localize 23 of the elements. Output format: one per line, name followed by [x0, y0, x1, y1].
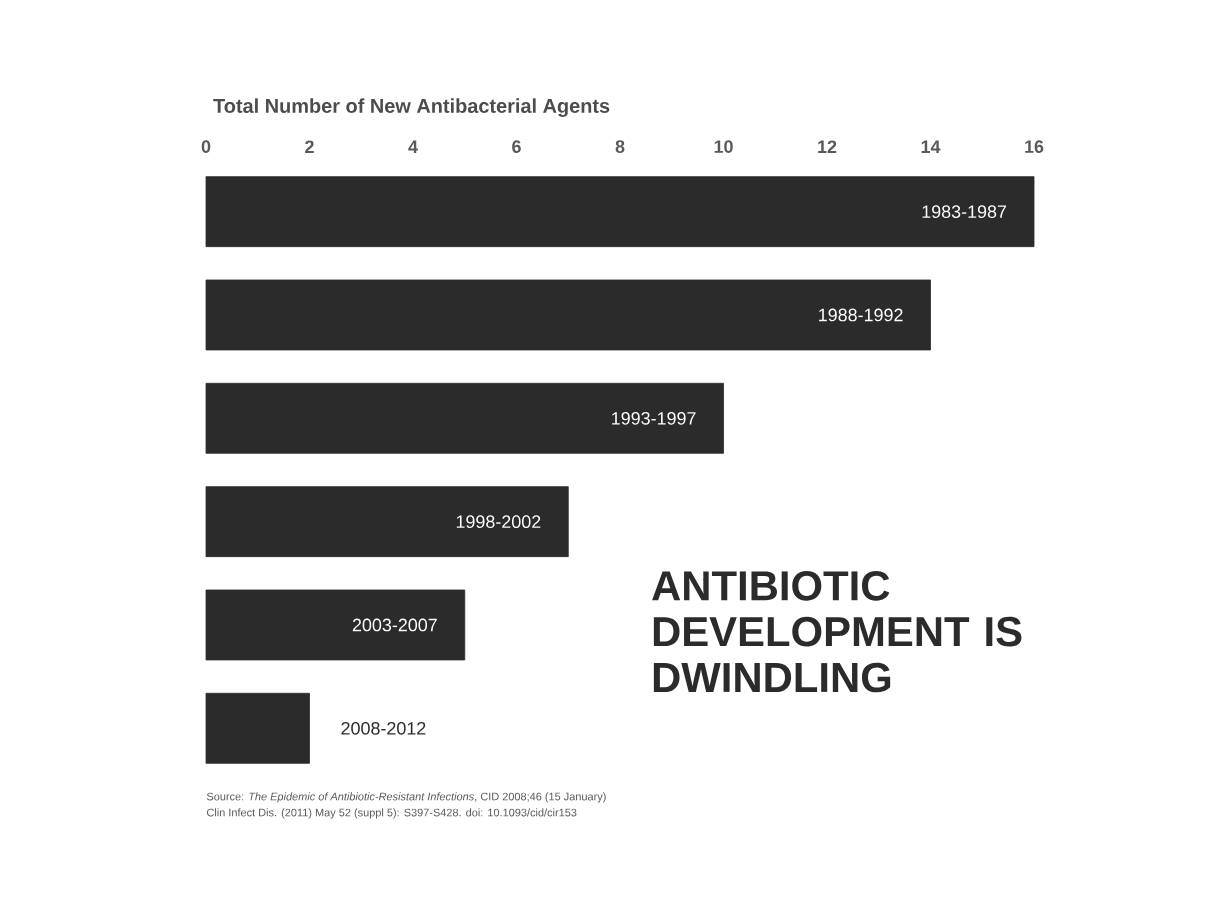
y-tick-label: 1988-1992 [819, 308, 903, 322]
bar [205, 692, 310, 764]
x-tick-label: 6 [512, 140, 521, 153]
chart-title: Total Number of New Antibacterial Agents [213, 98, 610, 117]
x-tick-label: 14 [921, 140, 941, 153]
y-tick-label: 1993-1997 [612, 411, 696, 425]
bar [205, 382, 724, 454]
bar [205, 176, 1035, 248]
x-tick-label: 0 [201, 140, 211, 153]
y-tick-label: 2008-2012 [341, 721, 426, 735]
annotation: ANTIBIOTIC DEVELOPMENT IS DWINDLING [652, 571, 1022, 693]
y-tick-label: 1998-2002 [456, 515, 541, 529]
bar [205, 486, 569, 558]
bar [205, 589, 466, 661]
x-tick-label: 16 [1025, 140, 1044, 153]
x-tick-label: 10 [714, 140, 733, 153]
x-tick-label: 2 [305, 140, 314, 153]
x-tick-label: 8 [615, 140, 625, 153]
x-tick-label: 12 [818, 140, 837, 153]
y-tick-label: 1983-1987 [922, 205, 1007, 219]
x-tick-label: 4 [408, 140, 418, 153]
bar [205, 279, 931, 351]
y-tick-label: 2003-2007 [352, 618, 437, 632]
